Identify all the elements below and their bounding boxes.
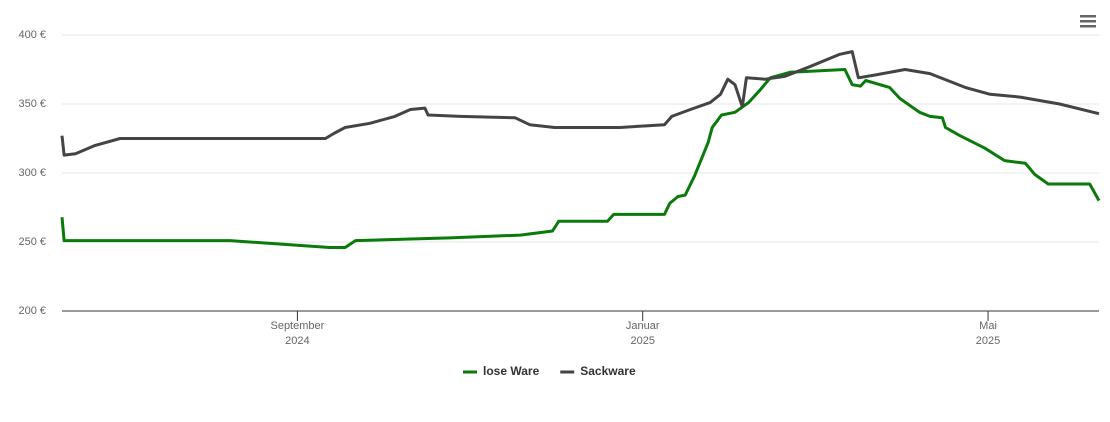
x-tick-sublabel: 2024 [285, 335, 309, 347]
x-tick-sublabel: 2025 [976, 335, 1000, 347]
x-tick-label: September [270, 320, 324, 332]
y-tick-label: 300 € [18, 167, 46, 179]
y-tick-label: 250 € [18, 236, 46, 248]
menu-button[interactable] [1080, 15, 1096, 28]
line [60, 68, 1101, 249]
legend: lose Ware Sackware [463, 364, 636, 378]
legend-item: Sackware [560, 364, 636, 378]
legend-item: lose Ware [463, 364, 540, 378]
line [60, 50, 1100, 157]
menu-bar [1080, 25, 1096, 28]
y-tick-label: 350 € [18, 98, 46, 110]
legend-label: Sackware [580, 364, 636, 378]
menu-bar [1080, 15, 1096, 18]
y-tick-label: 200 € [18, 305, 46, 317]
x-tick-sublabel: 2025 [630, 335, 654, 347]
menu-bar [1080, 20, 1096, 23]
x-tick-label: Mai [979, 320, 997, 332]
legend-label: lose Ware [483, 364, 540, 378]
y-tick-label: 400 € [18, 29, 46, 41]
x-tick-label: Januar [626, 320, 660, 332]
